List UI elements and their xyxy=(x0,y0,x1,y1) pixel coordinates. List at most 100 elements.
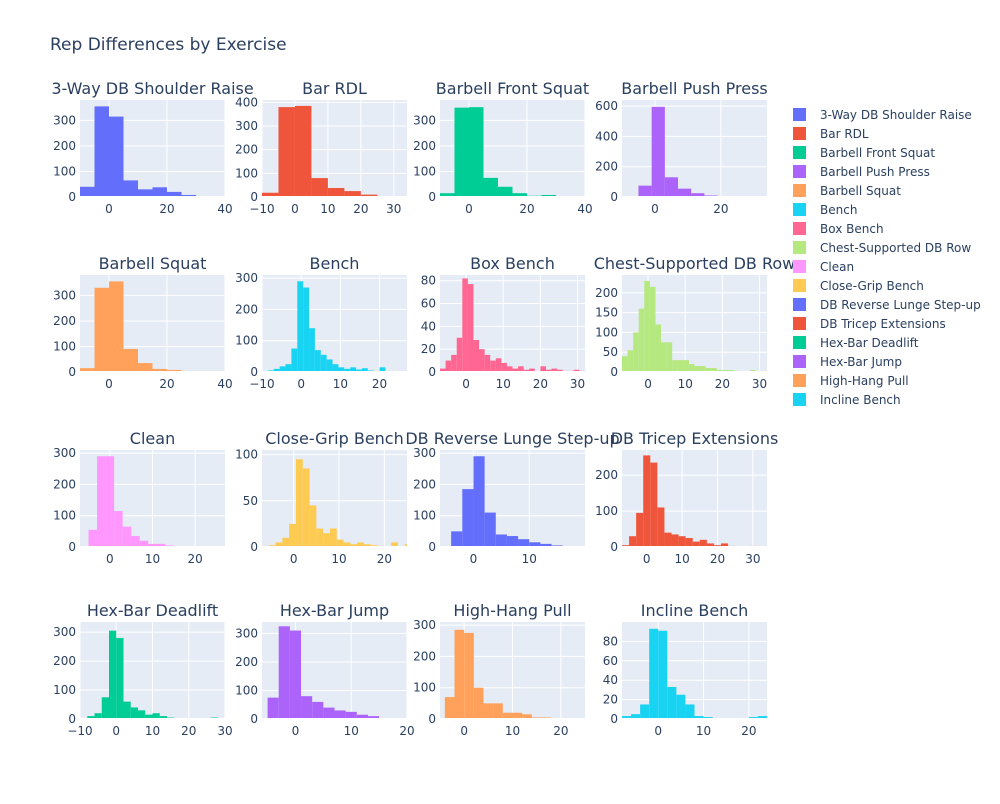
x-tick-label: 0 xyxy=(462,377,470,391)
legend-label: Bench xyxy=(820,203,857,217)
histogram-bar xyxy=(279,626,290,719)
histogram-bar xyxy=(80,187,95,197)
x-tick-label: 20 xyxy=(159,377,174,391)
legend-swatch xyxy=(793,393,806,406)
histogram-bar xyxy=(290,631,301,719)
x-tick-label: 10 xyxy=(496,377,511,391)
legend-label: Barbell Push Press xyxy=(820,165,930,179)
y-tick-label: 100 xyxy=(53,683,76,697)
histogram-bar xyxy=(323,708,334,719)
y-tick-label: 0 xyxy=(250,540,258,554)
x-tick-label: 0 xyxy=(465,202,473,216)
y-tick-label: 0 xyxy=(610,365,618,379)
y-tick-label: 0 xyxy=(68,540,76,554)
histogram-bar xyxy=(689,364,695,372)
legend-label: 3-Way DB Shoulder Raise xyxy=(820,108,972,122)
x-tick-label: 0 xyxy=(106,552,114,566)
histogram-bar xyxy=(638,186,651,197)
histogram-bar xyxy=(462,278,468,372)
legend-label: DB Reverse Lunge Step-up xyxy=(820,298,981,312)
histogram-bar xyxy=(686,538,693,547)
histogram-bar xyxy=(507,536,518,547)
x-tick-label: −10 xyxy=(249,377,274,391)
histogram-bar xyxy=(640,704,649,719)
x-tick-label: −10 xyxy=(67,724,92,738)
y-tick-label: 300 xyxy=(235,626,258,640)
histogram-bar xyxy=(445,697,455,719)
histogram-bar xyxy=(667,687,676,719)
histogram-bar xyxy=(455,630,465,719)
histogram-bar xyxy=(652,107,665,197)
subplot-title: Close-Grip Bench xyxy=(265,429,404,448)
y-tick-label: 300 xyxy=(53,288,76,302)
x-tick-label: 0 xyxy=(112,724,120,738)
x-tick-label: 30 xyxy=(752,377,767,391)
legend-label: High-Hang Pull xyxy=(820,374,909,388)
histogram-bar xyxy=(655,324,661,372)
x-tick-label: 0 xyxy=(644,377,652,391)
histogram-bar xyxy=(131,707,138,719)
y-tick-label: 200 xyxy=(235,302,258,316)
y-tick-label: 0 xyxy=(250,190,258,204)
y-tick-label: 100 xyxy=(53,509,76,523)
histogram-bar xyxy=(484,178,499,197)
y-tick-label: 0 xyxy=(428,190,436,204)
x-tick-label: 20 xyxy=(741,724,756,738)
x-tick-label: 40 xyxy=(217,377,232,391)
x-tick-label: 20 xyxy=(715,377,730,391)
histogram-bar xyxy=(678,189,691,197)
subplot-title: DB Reverse Lunge Step-up xyxy=(405,429,619,448)
x-tick-label: 10 xyxy=(333,377,348,391)
histogram-bar xyxy=(102,697,109,719)
legend-swatch xyxy=(793,165,806,178)
y-tick-label: 150 xyxy=(595,306,618,320)
subplot-title: Bar RDL xyxy=(302,79,367,98)
y-tick-label: 100 xyxy=(235,448,258,462)
legend-item: DB Reverse Lunge Step-up xyxy=(793,298,981,312)
histogram-bar xyxy=(464,633,474,719)
histogram-bar xyxy=(636,513,643,547)
histogram-bar xyxy=(672,360,678,372)
histogram-bar xyxy=(114,511,123,547)
y-tick-label: 200 xyxy=(413,477,436,491)
histogram-bar xyxy=(138,710,145,719)
histogram-bar xyxy=(683,360,689,372)
legend-swatch xyxy=(793,108,806,121)
histogram-bar xyxy=(628,350,634,372)
legend-swatch xyxy=(793,298,806,311)
legend-swatch xyxy=(793,127,806,140)
legend-swatch xyxy=(793,222,806,235)
legend-label: Bar RDL xyxy=(820,127,869,141)
histogram-bar xyxy=(676,695,685,719)
y-tick-label: 100 xyxy=(235,334,258,348)
y-tick-label: 0 xyxy=(68,365,76,379)
histogram-bar xyxy=(469,107,484,197)
histogram-bar xyxy=(496,534,507,547)
y-tick-label: 100 xyxy=(595,325,618,339)
histogram-bar xyxy=(473,456,484,547)
histogram-bar xyxy=(333,364,339,372)
histogram-bar xyxy=(124,349,139,372)
histogram-bar xyxy=(678,360,684,372)
histogram-bar xyxy=(323,533,330,547)
histogram-bar xyxy=(95,288,110,372)
histogram-bar xyxy=(468,284,474,372)
x-tick-label: 10 xyxy=(678,377,693,391)
histogram-bar xyxy=(282,538,289,547)
histogram-bar xyxy=(496,358,502,372)
legend-item: DB Tricep Extensions xyxy=(793,317,946,331)
y-tick-label: 0 xyxy=(428,540,436,554)
x-tick-label: 20 xyxy=(710,552,725,566)
histogram-bar xyxy=(657,507,664,547)
histogram-bar xyxy=(335,710,346,719)
y-tick-label: 200 xyxy=(235,143,258,157)
histogram-bar xyxy=(321,355,327,372)
histogram-bar xyxy=(278,107,294,197)
y-tick-label: 300 xyxy=(53,625,76,639)
